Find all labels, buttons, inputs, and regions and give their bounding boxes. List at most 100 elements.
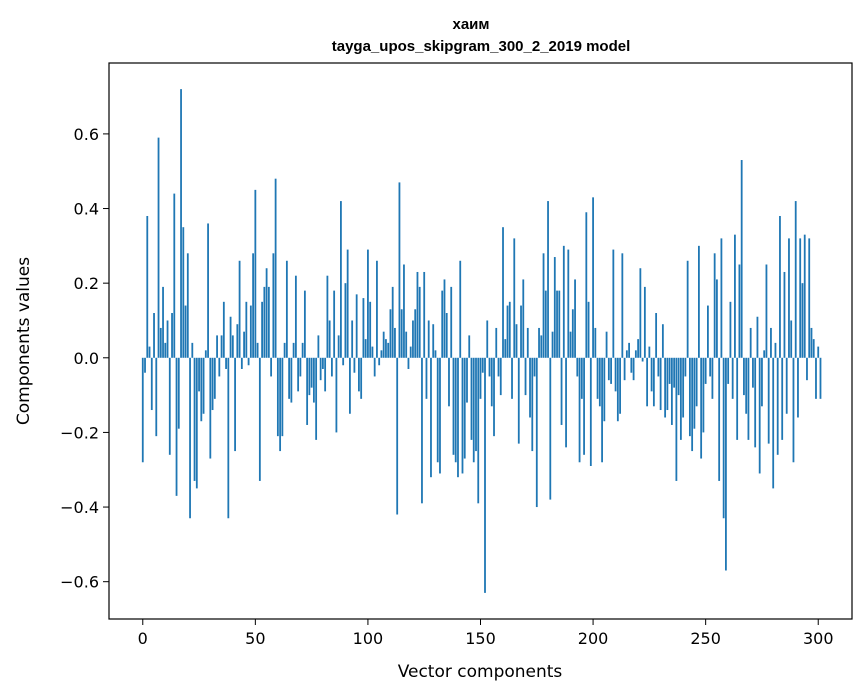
bar [493,357,495,437]
bar [276,357,279,437]
bar [351,320,354,358]
bar [299,357,302,377]
bar [400,309,403,358]
bar [698,245,700,358]
x-tick-label: 100 [353,629,384,648]
bar [765,264,768,358]
bar [452,357,455,455]
bar [227,357,230,519]
bar [598,357,601,407]
bar [549,357,552,500]
bar [144,357,146,373]
bar [652,357,655,407]
bar [567,249,570,358]
bar [450,286,453,358]
bar [195,357,198,489]
y-tick-label: 0.6 [74,125,99,144]
bar [416,271,419,358]
bar [587,301,590,358]
bar [484,357,486,593]
bar [544,290,547,358]
bar [146,215,149,358]
bar [495,327,498,358]
bar [558,290,561,358]
chart-title-line2: tayga_upos_skipgram_300_2_2019 model [332,38,631,55]
bar [153,313,155,358]
bar [634,350,637,358]
bar [767,357,770,444]
bar [490,357,493,407]
bar [360,357,363,399]
bar [436,357,439,463]
bar [301,342,304,358]
bar [254,189,257,358]
bar [294,275,297,358]
bar [202,357,205,414]
bar [468,335,471,358]
bar [479,357,482,399]
bar [655,313,658,358]
bar [551,331,554,358]
bar [788,238,790,358]
bar [394,327,396,358]
bar [171,313,173,358]
bar [538,327,540,358]
bar [337,335,340,358]
bar [423,271,426,358]
bar [682,357,685,418]
bar [702,357,705,433]
bar [576,357,579,377]
bar [774,342,777,358]
bar [175,357,178,496]
bar [358,357,360,392]
bars-group [141,89,822,593]
bar [625,350,628,358]
bar [616,357,619,422]
bar [249,305,252,358]
bar [418,286,421,358]
bar [189,357,191,519]
bar [349,357,351,414]
bar [711,357,714,399]
bar [515,324,518,358]
bar [747,357,750,440]
bar [601,357,603,463]
bar [785,357,788,414]
bar [198,357,200,392]
bar [310,357,313,388]
bar [184,305,187,358]
bar [565,357,567,448]
bar [533,357,536,377]
y-tick-label: −0.2 [60,423,99,442]
bar [542,253,545,358]
bar [727,357,730,384]
y-tick-label: 0.0 [74,349,99,368]
bar [150,357,153,411]
bar [405,331,408,358]
bar [560,357,563,425]
bar [333,290,336,358]
bar [231,335,234,358]
bar [677,357,680,396]
bar [670,357,673,425]
bar [506,305,509,358]
bar [186,253,189,358]
bar [312,357,315,403]
bar [193,357,196,481]
bar [306,357,309,425]
bar [632,357,635,381]
bar [574,279,576,358]
bar [815,357,817,399]
bar [229,316,232,358]
bar [141,357,144,463]
bar [344,283,347,358]
bar [779,215,781,358]
bar [801,283,804,358]
bar [661,324,664,358]
bar [691,357,694,452]
bar [758,357,761,474]
bar [448,357,450,407]
bar [666,357,669,411]
bar [285,260,288,358]
bar [621,253,624,358]
